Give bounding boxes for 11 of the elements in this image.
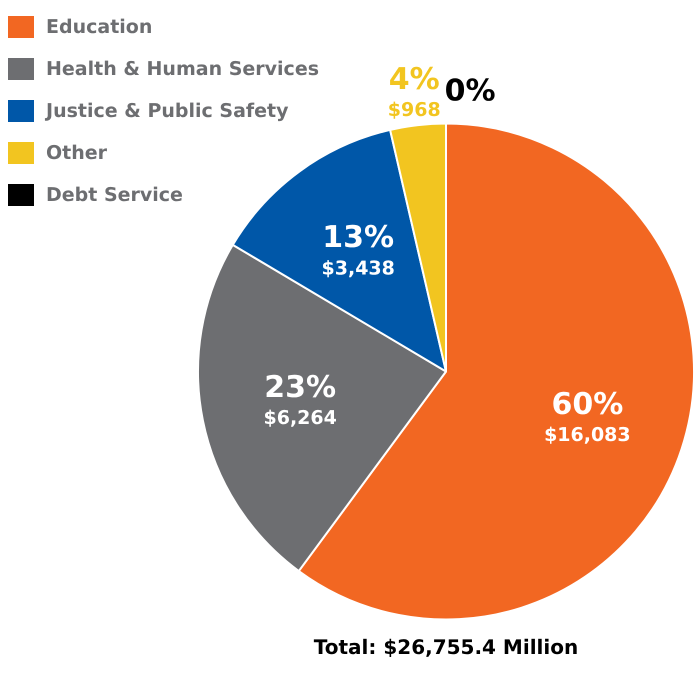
- legend-label: Health & Human Services: [46, 58, 320, 80]
- text: Total: $26,755.4 Million: [314, 635, 578, 660]
- data-label: 23% $6,264: [263, 370, 337, 429]
- legend-label: Debt Service: [46, 184, 183, 206]
- legend-label: Education: [46, 16, 152, 38]
- text: 0%: [444, 73, 496, 108]
- legend-label: Other: [46, 142, 108, 164]
- legend-label: Justice & Public Safety: [46, 100, 289, 122]
- data-label: 60% $16,083: [544, 386, 631, 446]
- data-label: 4% $968: [388, 62, 441, 122]
- data-label: 13% $3,438: [322, 220, 395, 280]
